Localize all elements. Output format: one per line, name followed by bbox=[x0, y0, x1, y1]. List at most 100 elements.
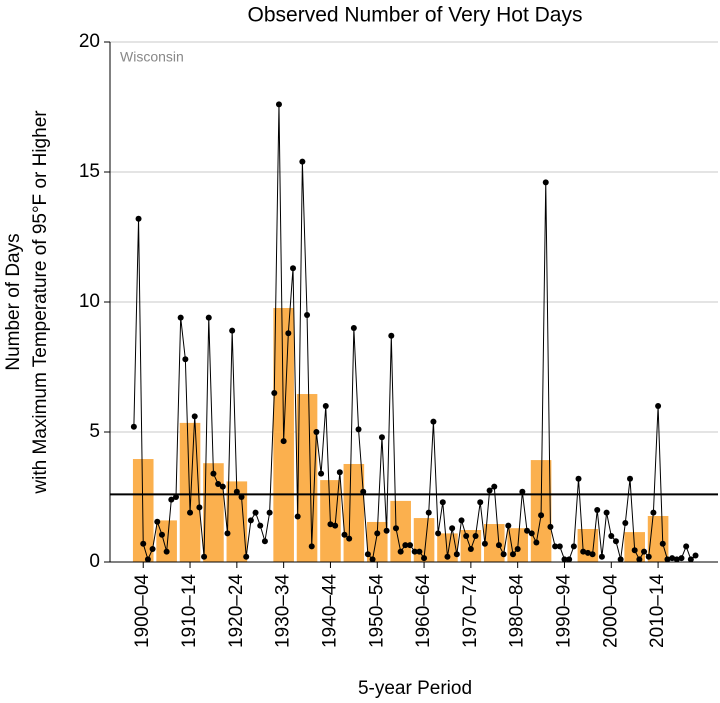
y-tick-label: 5 bbox=[89, 421, 100, 442]
x-tick-label: 1910–14 bbox=[179, 574, 200, 648]
annual-point bbox=[191, 413, 198, 420]
annual-point bbox=[528, 530, 535, 537]
annual-point bbox=[627, 475, 634, 482]
annual-point bbox=[140, 540, 147, 547]
annual-point bbox=[196, 504, 203, 511]
x-axis-label: 5-year Period bbox=[358, 678, 472, 699]
chart-title: Observed Number of Very Hot Days bbox=[248, 4, 583, 27]
annual-point bbox=[383, 527, 390, 534]
x-tick-label: 1930–34 bbox=[273, 574, 294, 648]
annual-point bbox=[636, 556, 643, 563]
y-tick-label: 10 bbox=[79, 291, 100, 312]
bar bbox=[366, 521, 388, 562]
annual-point bbox=[505, 522, 512, 529]
annual-point bbox=[519, 488, 526, 495]
annual-point bbox=[280, 438, 287, 445]
y-tick-label: 15 bbox=[79, 161, 100, 182]
annual-point bbox=[205, 314, 212, 321]
annual-point bbox=[575, 475, 582, 482]
annual-point bbox=[669, 555, 676, 562]
annual-point bbox=[360, 488, 367, 495]
annual-point bbox=[598, 553, 605, 560]
y-axis-label: Number of Days bbox=[3, 233, 24, 370]
annual-point bbox=[252, 509, 259, 516]
annual-point bbox=[261, 538, 268, 545]
annual-point bbox=[350, 325, 357, 331]
annual-point bbox=[566, 556, 573, 563]
annual-point bbox=[177, 314, 184, 321]
annual-point bbox=[463, 533, 470, 539]
annual-point bbox=[369, 556, 376, 563]
annual-point bbox=[149, 546, 156, 552]
annual-point bbox=[631, 547, 638, 554]
annual-point bbox=[154, 518, 161, 525]
annual-point bbox=[617, 556, 624, 563]
annotation: Wisconsin bbox=[120, 49, 184, 65]
annual-point bbox=[584, 549, 591, 556]
annual-point bbox=[322, 403, 329, 409]
x-tick-label: 1900–04 bbox=[132, 574, 153, 648]
annual-point bbox=[210, 470, 217, 477]
annual-point bbox=[266, 509, 273, 516]
annual-point bbox=[556, 543, 563, 550]
annual-point bbox=[135, 215, 142, 222]
annual-point bbox=[355, 426, 362, 433]
annual-point bbox=[247, 517, 254, 524]
annual-point bbox=[538, 512, 545, 519]
bar bbox=[203, 463, 224, 562]
annual-point bbox=[612, 538, 619, 545]
annual-point bbox=[580, 548, 587, 555]
annual-point bbox=[219, 483, 226, 490]
annual-point bbox=[257, 522, 264, 529]
annual-point bbox=[458, 517, 465, 524]
annual-point bbox=[430, 418, 437, 425]
annual-point bbox=[495, 542, 502, 549]
annual-point bbox=[533, 539, 540, 546]
annual-point bbox=[664, 556, 671, 563]
annual-point bbox=[336, 469, 343, 476]
annual-point bbox=[645, 553, 652, 560]
annual-point bbox=[327, 521, 334, 528]
annual-point bbox=[608, 533, 615, 539]
annual-point bbox=[444, 553, 451, 560]
annual-point bbox=[491, 483, 498, 490]
x-tick-label: 1960–64 bbox=[413, 574, 434, 648]
annual-point bbox=[472, 533, 479, 539]
annual-point bbox=[500, 551, 507, 558]
annual-point bbox=[313, 429, 320, 435]
annual-point bbox=[224, 530, 231, 537]
annual-point bbox=[364, 551, 371, 558]
annual-point bbox=[659, 540, 666, 547]
annual-point bbox=[481, 540, 488, 547]
annual-point bbox=[416, 548, 423, 555]
annual-point bbox=[397, 548, 404, 555]
annual-point bbox=[603, 509, 610, 516]
annual-point bbox=[229, 327, 236, 334]
x-tick-label: 1940–44 bbox=[319, 574, 340, 648]
annual-point bbox=[158, 531, 165, 538]
annual-point bbox=[201, 553, 208, 560]
annual-point bbox=[692, 552, 699, 559]
annual-point bbox=[392, 525, 399, 532]
annual-point bbox=[318, 470, 325, 477]
annual-point bbox=[439, 499, 446, 506]
annual-point bbox=[299, 158, 306, 165]
x-tick-label: 2000–04 bbox=[600, 574, 621, 648]
annual-point bbox=[290, 265, 297, 272]
annual-point bbox=[650, 509, 657, 516]
x-tick-label: 1980–84 bbox=[507, 574, 528, 648]
annual-point bbox=[683, 543, 690, 550]
annual-point bbox=[589, 551, 596, 558]
x-tick-label: 2010–14 bbox=[647, 574, 668, 648]
annual-point bbox=[467, 546, 474, 552]
annual-point bbox=[163, 548, 170, 555]
annual-point bbox=[514, 546, 521, 552]
annual-point bbox=[425, 509, 432, 516]
bar bbox=[156, 520, 177, 562]
annual-point bbox=[547, 523, 554, 530]
annual-point bbox=[243, 553, 250, 560]
annual-point bbox=[275, 101, 282, 108]
annual-point bbox=[678, 555, 685, 562]
y-tick-label: 0 bbox=[89, 551, 100, 572]
annual-point bbox=[294, 513, 301, 520]
